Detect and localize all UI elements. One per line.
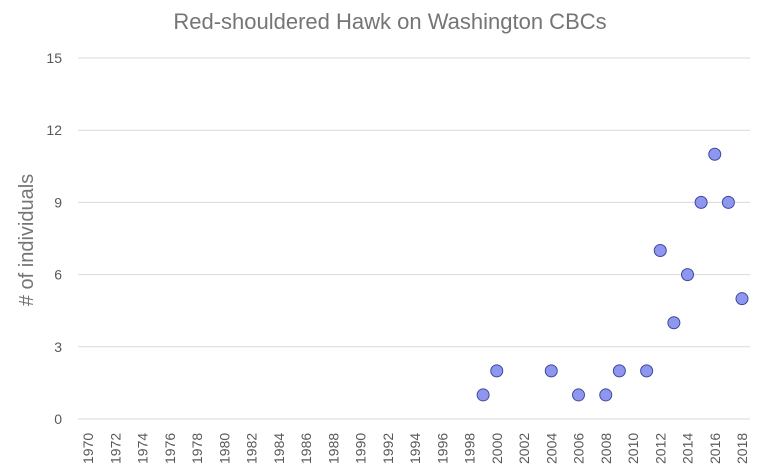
x-tick-label: 1972 [107, 433, 123, 464]
y-tick-labels: 0 3 6 9 12 15 [46, 50, 62, 427]
x-tick-label: 1998 [462, 433, 478, 464]
data-point [544, 364, 558, 378]
data-point [667, 316, 681, 330]
y-tick-label: 9 [54, 194, 62, 210]
x-tick-label: 2004 [543, 433, 559, 464]
x-tick-label: 2012 [652, 433, 668, 464]
x-tick-labels: 1970 1972 1974 1976 1978 1980 1982 1984 1986 1988… [80, 433, 750, 464]
y-tick-label: 0 [54, 411, 62, 427]
y-tick-label: 6 [54, 267, 62, 283]
data-point [640, 364, 654, 378]
data-point [694, 195, 708, 209]
x-tick-label: 1974 [135, 433, 151, 464]
x-tick-label: 1986 [298, 433, 314, 464]
x-tick-label: 1970 [80, 433, 96, 464]
data-point [681, 268, 694, 282]
data-point [572, 388, 585, 402]
x-tick-label: 1982 [244, 433, 260, 464]
x-tick-label: 1988 [325, 433, 341, 464]
x-tick-label: 1984 [271, 433, 287, 464]
x-tick-label: 1992 [380, 433, 396, 464]
x-tick-label: 2010 [625, 433, 641, 464]
x-tick-label: 2014 [680, 433, 696, 464]
gridlines [78, 57, 750, 420]
data-point [490, 364, 504, 378]
x-tick-label: 1980 [216, 433, 232, 464]
x-tick-label: 2018 [734, 433, 750, 464]
data-point [599, 388, 613, 402]
x-tick-label: 2002 [516, 433, 532, 464]
x-tick-label: 1994 [407, 433, 423, 464]
chart-title: Red-shouldered Hawk on Washington CBCs [173, 9, 606, 34]
y-tick-label: 3 [54, 339, 62, 355]
data-point [476, 388, 490, 402]
data-point [735, 292, 749, 306]
x-tick-label: 2016 [707, 433, 723, 464]
x-tick-label: 2006 [571, 433, 587, 464]
data-points [476, 147, 749, 402]
data-point [708, 147, 722, 161]
data-point [612, 364, 626, 378]
x-tick-label: 1978 [189, 433, 205, 464]
data-point [721, 195, 735, 209]
x-tick-label: 2000 [489, 433, 505, 464]
y-tick-label: 15 [46, 50, 62, 66]
data-point [653, 244, 667, 258]
x-tick-label: 1976 [162, 433, 178, 464]
x-tick-label: 2008 [598, 433, 614, 464]
x-tick-label: 1990 [353, 433, 369, 464]
x-tick-label: 1996 [434, 433, 450, 464]
y-tick-label: 12 [46, 122, 62, 138]
y-axis-label: # of individuals [16, 174, 38, 306]
